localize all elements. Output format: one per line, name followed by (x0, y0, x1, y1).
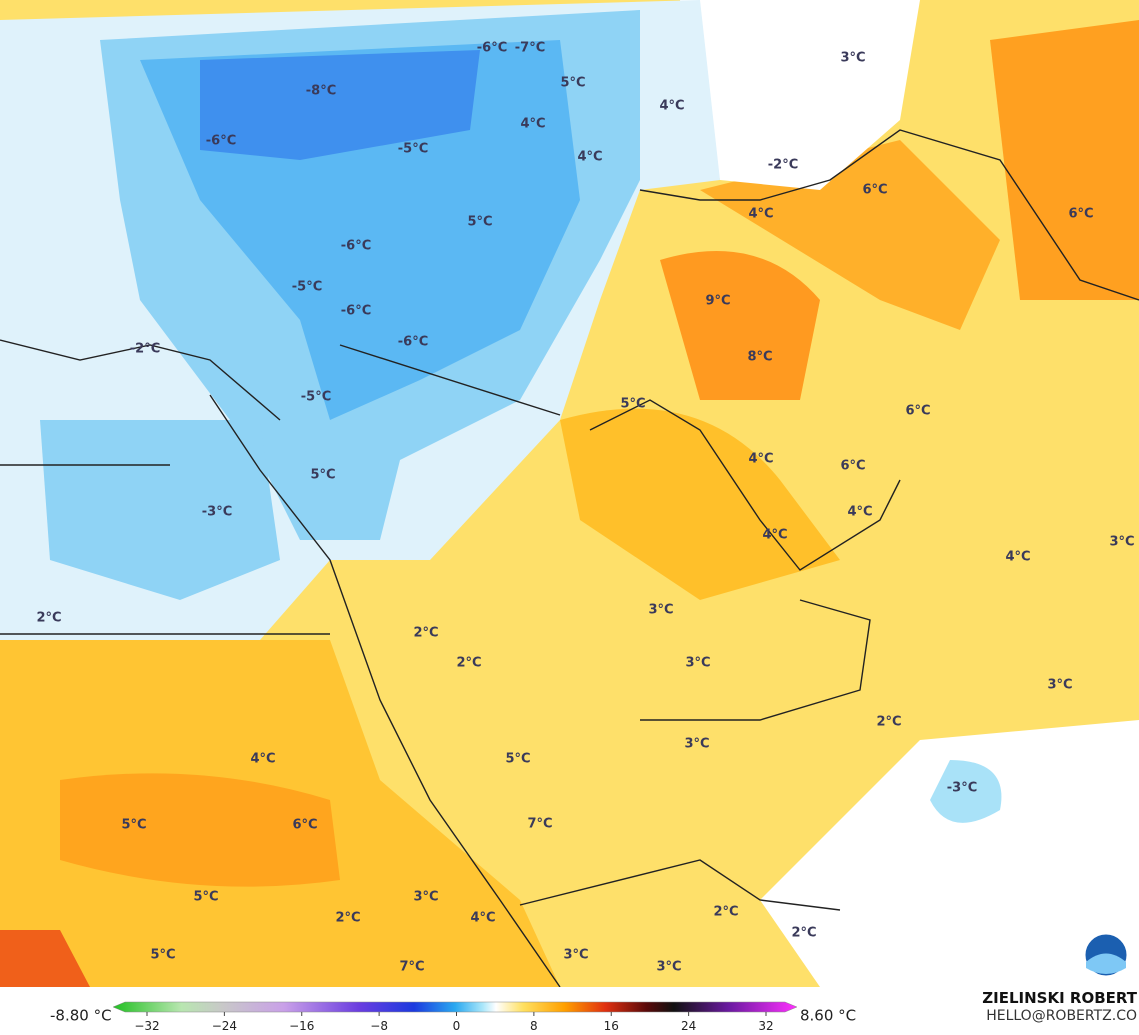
map-label: 4°C (520, 117, 545, 132)
colorbar-max: 8.60 °C (800, 1007, 856, 1025)
map-label: -5°C (398, 142, 428, 157)
colorbar-tick-label: 16 (604, 1019, 619, 1033)
colorbar-tick-label: 32 (758, 1019, 773, 1033)
map-label: 4°C (470, 911, 495, 926)
map-label: -6°C (398, 335, 428, 350)
map-label: 7°C (527, 817, 552, 832)
credit-name: ZIELINSKI ROBERT (982, 989, 1137, 1007)
map-label: 3°C (563, 948, 588, 963)
map-label: 6°C (905, 404, 930, 419)
map-label: 3°C (840, 51, 865, 66)
credit-email: HELLO@ROBERTZ.CO (986, 1008, 1137, 1024)
map-label: 2°C (413, 626, 438, 641)
map-label: 3°C (1109, 535, 1134, 550)
map-label: 4°C (250, 752, 275, 767)
map-label: 5°C (467, 215, 492, 230)
colorbar-min: -8.80 °C (50, 1007, 112, 1025)
map-label: 7°C (399, 960, 424, 975)
map-label: 6°C (862, 183, 887, 198)
map-label: 5°C (560, 76, 585, 91)
colorbar-tick-label: −32 (134, 1019, 159, 1033)
map-label: 2°C (791, 926, 816, 941)
map-label: 6°C (1068, 207, 1093, 222)
map-label: 6°C (840, 459, 865, 474)
map-label: 4°C (748, 207, 773, 222)
map-label: -2°C (130, 342, 160, 357)
map-label: -5°C (301, 390, 331, 405)
map-label: -7°C (515, 41, 545, 56)
map-label: 2°C (335, 911, 360, 926)
map-label: 2°C (713, 905, 738, 920)
map-label: -6°C (477, 41, 507, 56)
map-label: -6°C (206, 134, 236, 149)
colorbar (112, 1001, 798, 1013)
map-label: 5°C (150, 948, 175, 963)
map-label: 3°C (684, 737, 709, 752)
map-label: -5°C (292, 280, 322, 295)
map-label: 4°C (847, 505, 872, 520)
colorbar-tick-label: 8 (530, 1019, 538, 1033)
noaa-logo (1082, 931, 1130, 979)
colorbar-tick-label: −24 (212, 1019, 237, 1033)
map-label: 3°C (685, 656, 710, 671)
map-label: 8°C (747, 350, 772, 365)
map (0, 0, 1139, 988)
map-label: 3°C (413, 890, 438, 905)
map-label: 2°C (876, 715, 901, 730)
map-label: -3°C (202, 505, 232, 520)
map-label: -6°C (341, 239, 371, 254)
colorbar-tick-label: −16 (289, 1019, 314, 1033)
colorbar-tick-label: 24 (681, 1019, 696, 1033)
map-label: 5°C (121, 818, 146, 833)
map-label: 3°C (656, 960, 681, 975)
map-label: 2°C (456, 656, 481, 671)
colorbar-tick-label: −8 (370, 1019, 388, 1033)
map-label: 4°C (748, 452, 773, 467)
map-label: 5°C (310, 468, 335, 483)
map-label: 6°C (292, 818, 317, 833)
map-label: 4°C (577, 150, 602, 165)
map-label: 5°C (193, 890, 218, 905)
map-label: 4°C (659, 99, 684, 114)
map-label: 4°C (762, 528, 787, 543)
map-label: -3°C (947, 781, 977, 796)
map-label: -8°C (306, 84, 336, 99)
map-label: 5°C (505, 752, 530, 767)
map-label: 2°C (36, 611, 61, 626)
map-label: 4°C (1005, 550, 1030, 565)
map-label: 3°C (648, 603, 673, 618)
map-label: -2°C (768, 158, 798, 173)
map-label: 5°C (620, 397, 645, 412)
map-label: 3°C (1047, 678, 1072, 693)
map-label: -6°C (341, 304, 371, 319)
colorbar-tick-label: 0 (453, 1019, 461, 1033)
map-label: 9°C (705, 294, 730, 309)
